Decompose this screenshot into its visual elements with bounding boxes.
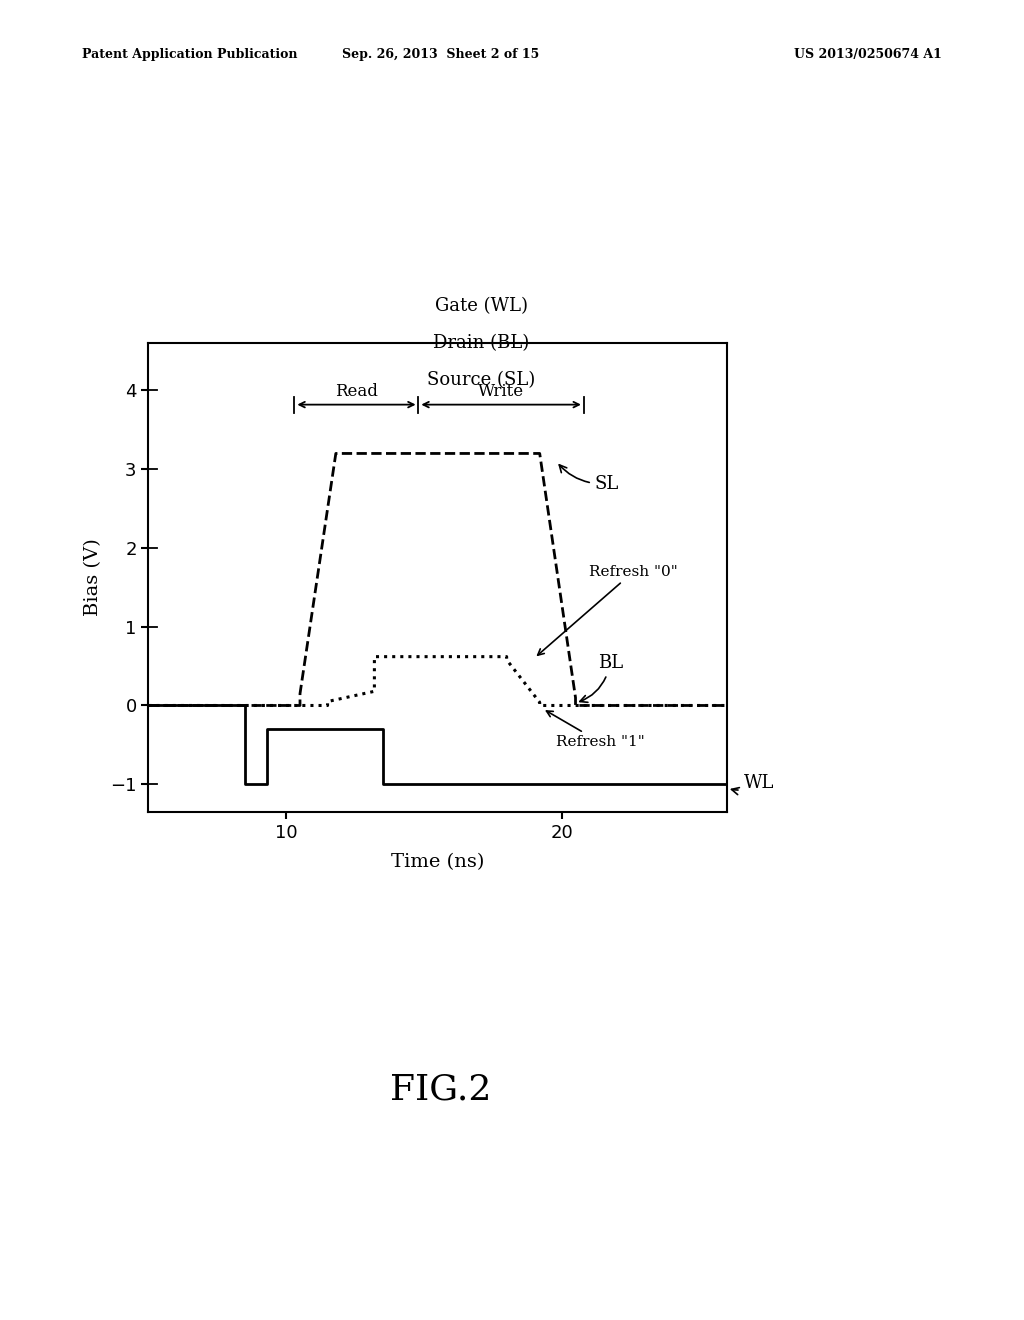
Text: Refresh "0": Refresh "0" bbox=[538, 565, 678, 655]
Text: Sep. 26, 2013  Sheet 2 of 15: Sep. 26, 2013 Sheet 2 of 15 bbox=[342, 48, 539, 61]
Text: BL: BL bbox=[580, 653, 623, 702]
Text: FIG.2: FIG.2 bbox=[390, 1072, 490, 1106]
Text: SL: SL bbox=[559, 465, 620, 492]
Text: Read: Read bbox=[335, 383, 378, 400]
Text: Gate (WL): Gate (WL) bbox=[435, 297, 527, 315]
Y-axis label: Bias (V): Bias (V) bbox=[84, 539, 101, 616]
X-axis label: Time (ns): Time (ns) bbox=[391, 853, 484, 871]
Text: WL: WL bbox=[731, 774, 774, 795]
Text: US 2013/0250674 A1: US 2013/0250674 A1 bbox=[795, 48, 942, 61]
Text: Drain (BL): Drain (BL) bbox=[433, 334, 529, 352]
Text: Write: Write bbox=[478, 383, 524, 400]
Text: Refresh "1": Refresh "1" bbox=[547, 711, 645, 750]
Text: Source (SL): Source (SL) bbox=[427, 371, 536, 389]
Text: Patent Application Publication: Patent Application Publication bbox=[82, 48, 297, 61]
